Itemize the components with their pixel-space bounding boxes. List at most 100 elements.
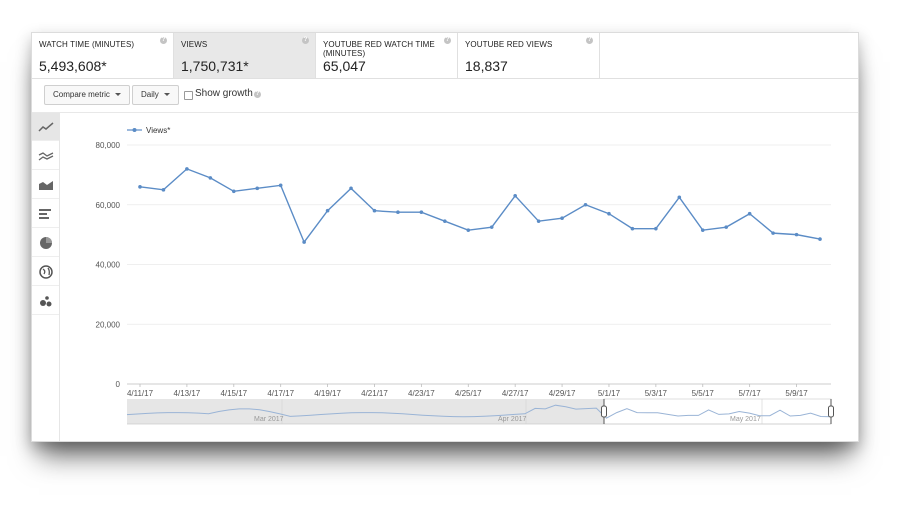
legend-marker — [132, 128, 137, 132]
compare-metric-label: Compare metric — [53, 90, 110, 99]
pie-chart-icon — [39, 236, 52, 249]
data-point[interactable] — [560, 216, 564, 220]
data-point[interactable] — [161, 188, 166, 192]
x-tick-label: 5/5/17 — [692, 389, 715, 398]
y-tick-label: 0 — [116, 380, 121, 389]
navigator-month-label: May 2017 — [730, 416, 761, 423]
globe-icon — [38, 264, 53, 279]
navigator-selected-range — [603, 398, 832, 425]
data-point[interactable] — [466, 228, 471, 232]
data-point[interactable] — [302, 240, 306, 244]
data-point[interactable] — [700, 228, 705, 232]
chart-type-bubble-button[interactable] — [32, 287, 59, 315]
chart-type-map-button[interactable] — [32, 258, 59, 286]
help-icon[interactable]: ? — [586, 37, 593, 44]
data-point[interactable] — [747, 211, 752, 216]
show-growth-checkbox[interactable] — [184, 91, 193, 100]
data-point[interactable] — [607, 211, 611, 216]
chart-toolbar: Compare metric Daily Show growth ? — [32, 79, 858, 113]
period-dropdown[interactable]: Daily — [132, 85, 179, 105]
y-tick-label: 60,000 — [96, 201, 121, 210]
data-point[interactable] — [771, 231, 775, 235]
data-point[interactable] — [419, 210, 424, 215]
metric-tab-red-watch-time[interactable]: YOUTUBE RED WATCH TIME (MINUTES) 65,047 … — [316, 33, 458, 78]
data-point[interactable] — [138, 185, 142, 189]
metric-tab-red-views[interactable]: YOUTUBE RED VIEWS 18,837 ? — [458, 33, 600, 78]
data-point[interactable] — [278, 183, 283, 188]
x-tick-label: 4/23/17 — [408, 389, 435, 398]
compare-metric-dropdown[interactable]: Compare metric — [44, 85, 130, 105]
help-icon[interactable]: ? — [302, 37, 309, 44]
x-tick-label: 5/1/17 — [598, 389, 621, 398]
data-point[interactable] — [185, 167, 189, 171]
x-tick-label: 5/9/17 — [785, 389, 808, 398]
caret-down-icon — [163, 93, 170, 97]
data-point[interactable] — [208, 176, 213, 180]
data-point[interactable] — [255, 186, 260, 191]
data-point[interactable] — [349, 186, 353, 191]
data-point[interactable] — [630, 226, 635, 231]
data-point[interactable] — [489, 225, 494, 229]
metric-tabs: WATCH TIME (MINUTES) 5,493,608* ? VIEWS … — [32, 33, 858, 79]
data-point[interactable] — [654, 226, 658, 231]
legend-label: Views* — [146, 126, 170, 135]
data-point[interactable] — [724, 225, 729, 229]
metric-label: VIEWS — [181, 40, 208, 49]
data-point[interactable] — [583, 202, 588, 207]
help-icon[interactable]: ? — [160, 37, 167, 44]
data-point[interactable] — [794, 232, 799, 237]
range-navigator[interactable]: Mar 2017 Apr 2017 May 2017 — [126, 398, 834, 425]
metric-label: WATCH TIME (MINUTES) — [39, 40, 135, 49]
bar-chart-icon — [38, 208, 51, 219]
navigator-sparkline — [126, 404, 832, 419]
show-growth-label[interactable]: Show growth — [195, 88, 253, 99]
x-tick-label: 4/29/17 — [549, 389, 576, 398]
chart-type-area-button[interactable] — [32, 171, 59, 199]
series-line-views — [139, 168, 821, 244]
line-chart-icon — [37, 121, 53, 132]
data-point[interactable] — [818, 237, 822, 241]
navigator-month-label: Mar 2017 — [254, 416, 284, 423]
navigator-unselected-range — [127, 399, 604, 424]
x-tick-label: 4/13/17 — [174, 389, 201, 398]
x-tick-label: 4/11/17 — [127, 389, 154, 398]
data-point[interactable] — [677, 195, 682, 200]
y-tick-label: 80,000 — [96, 141, 121, 150]
data-point[interactable] — [231, 189, 236, 194]
metric-label: YOUTUBE RED VIEWS — [465, 40, 553, 49]
x-tick-label: 5/3/17 — [645, 389, 668, 398]
views-line-chart: 0 20,000 40,000 60,000 80,000 4/11/17 4/13/17 4… — [96, 126, 834, 425]
navigator-right-handle[interactable] — [828, 399, 834, 424]
data-point[interactable] — [536, 219, 541, 223]
caret-down-icon — [114, 93, 121, 97]
x-tick-label: 5/7/17 — [739, 389, 762, 398]
x-tick-label: 4/19/17 — [314, 389, 341, 398]
data-point[interactable] — [396, 210, 400, 215]
metric-value: 5,493,608* — [39, 58, 107, 74]
y-tick-label: 40,000 — [96, 261, 121, 270]
chart-type-bar-button[interactable] — [32, 200, 59, 228]
multi-line-chart-icon — [38, 151, 53, 161]
x-tick-label: 4/17/17 — [267, 389, 294, 398]
x-tick-label: 4/21/17 — [361, 389, 388, 398]
metric-value: 18,837 — [465, 58, 508, 74]
help-icon[interactable]: ? — [444, 37, 451, 44]
chart-type-multiline-button[interactable] — [32, 142, 59, 170]
metric-label: YOUTUBE RED WATCH TIME (MINUTES) — [323, 40, 435, 58]
chart-type-line-button[interactable] — [32, 113, 59, 141]
data-point[interactable] — [325, 208, 330, 213]
help-icon[interactable]: ? — [254, 91, 261, 98]
data-point[interactable] — [513, 193, 517, 198]
bubble-chart-icon — [39, 295, 51, 306]
navigator-left-handle[interactable] — [601, 399, 607, 424]
metric-tab-views[interactable]: VIEWS 1,750,731* ? — [174, 33, 316, 78]
x-tick-label: 4/27/17 — [502, 389, 529, 398]
chart-type-pie-button[interactable] — [32, 229, 59, 257]
metric-tab-watch-time[interactable]: WATCH TIME (MINUTES) 5,493,608* ? — [32, 33, 174, 78]
chart-type-sidebar — [32, 113, 60, 441]
area-chart-icon — [38, 180, 53, 190]
x-tick-label: 4/15/17 — [220, 389, 247, 398]
data-point[interactable] — [443, 219, 447, 223]
x-tick-label: 4/25/17 — [455, 389, 482, 398]
data-point[interactable] — [372, 208, 377, 213]
